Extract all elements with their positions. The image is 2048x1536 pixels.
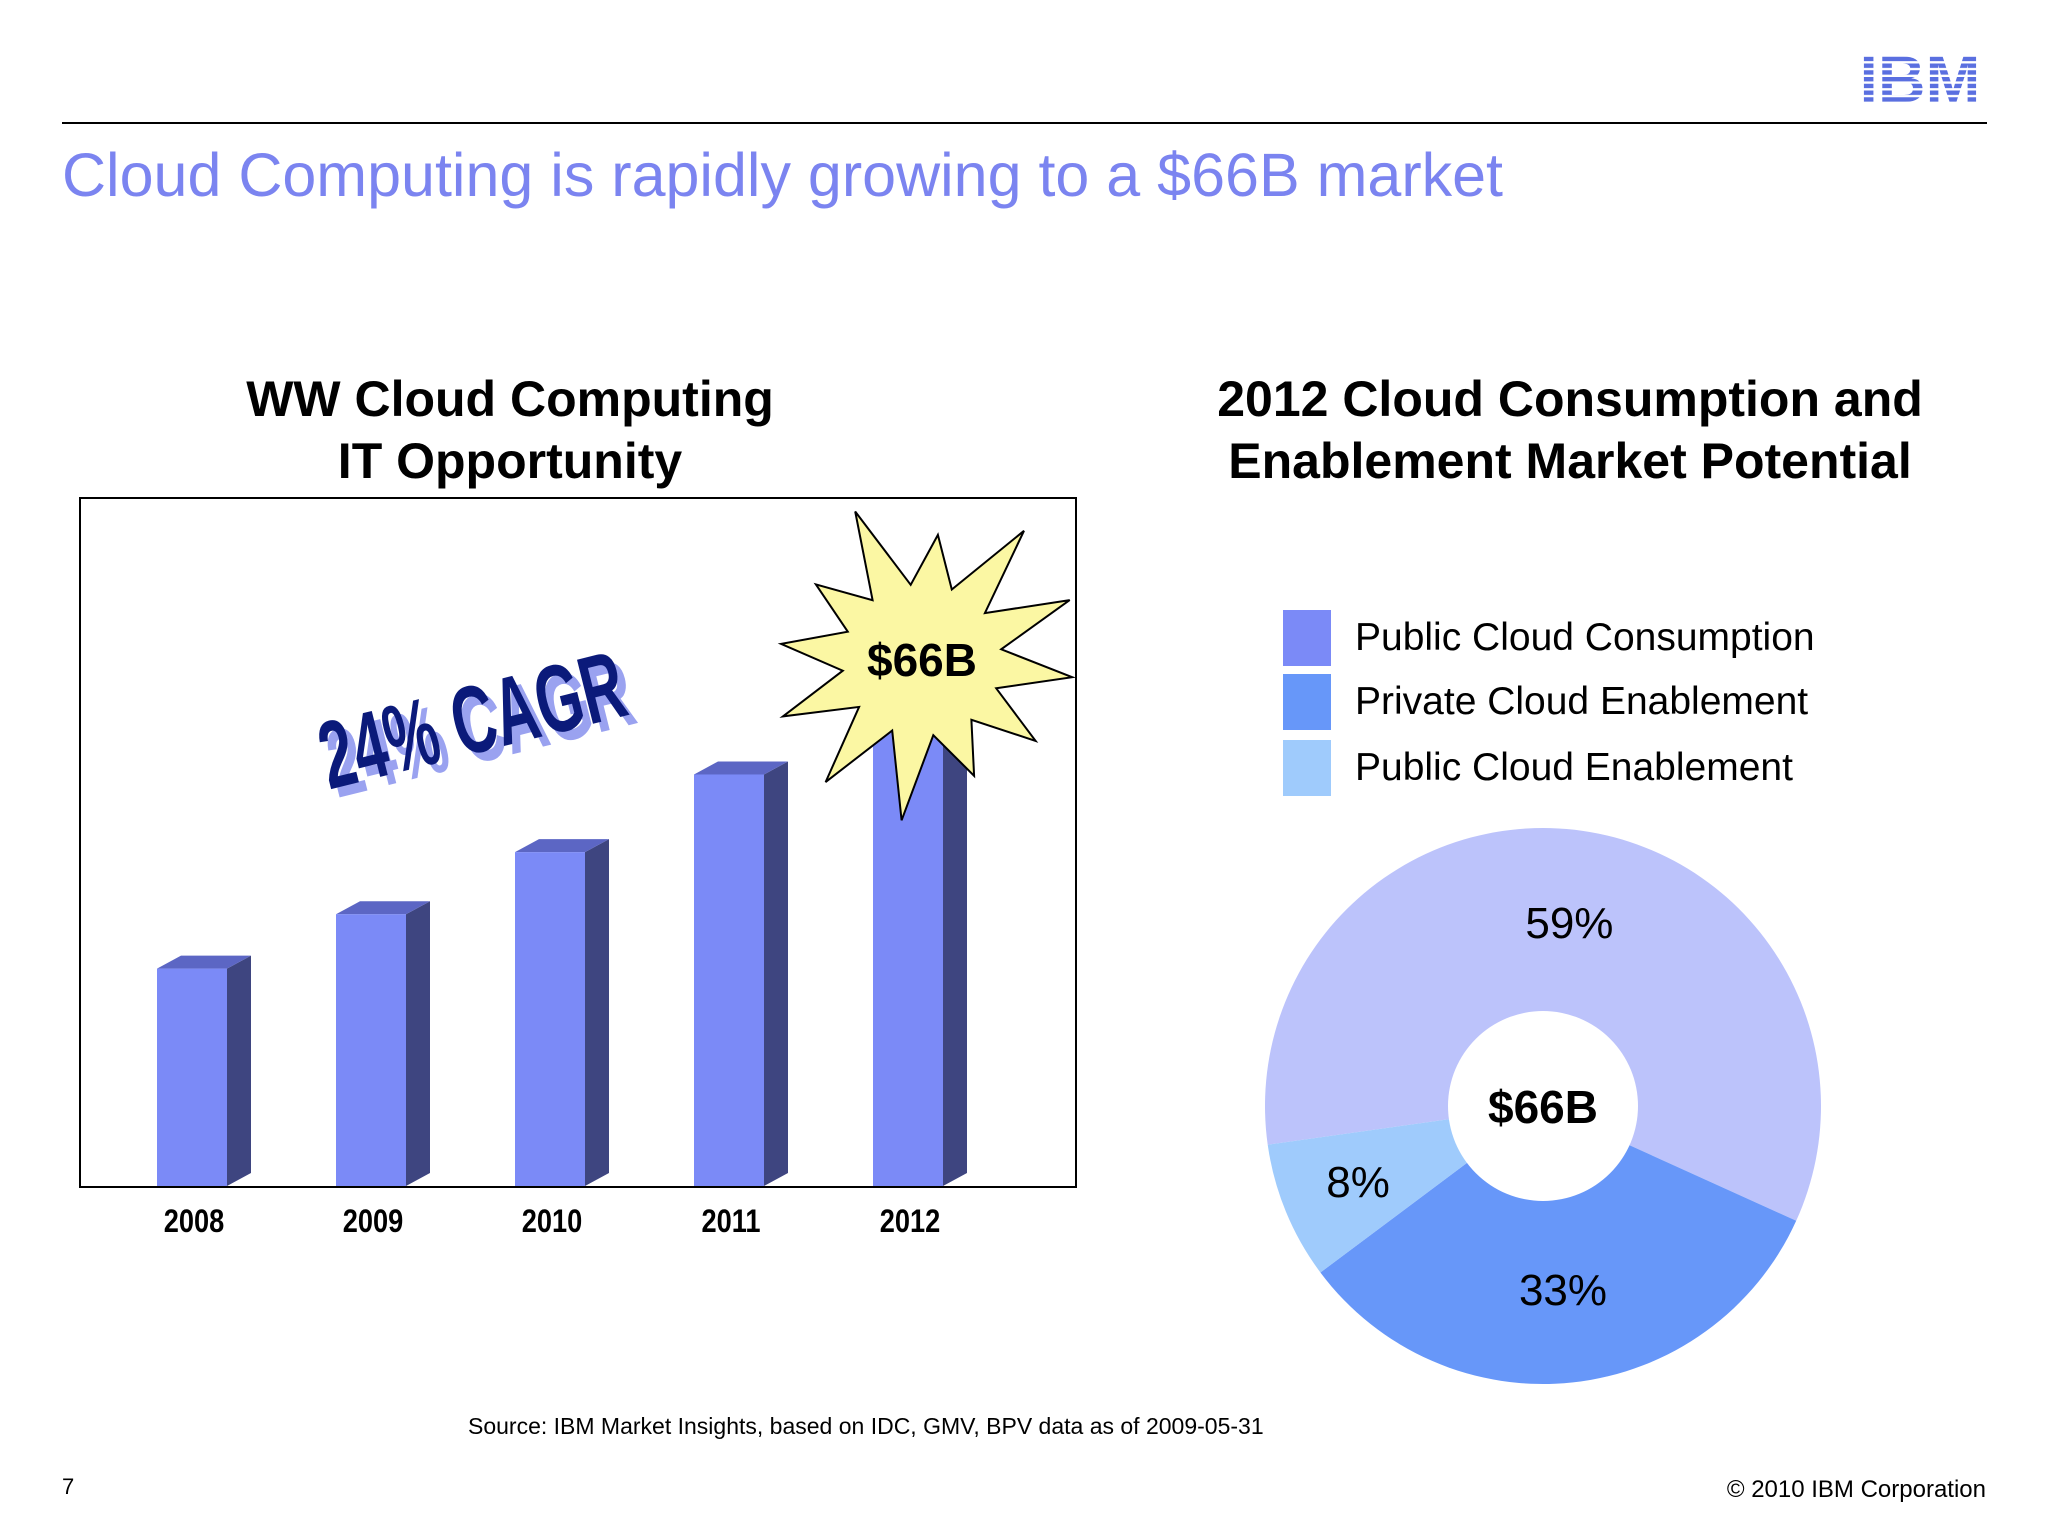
donut-slice [1320,1106,1797,1384]
x-tick-label: 2011 [702,1204,761,1240]
bar-front [515,852,585,1186]
callout-burst: $66B [777,510,1077,821]
legend-label: Public Cloud Enablement [1355,746,1793,789]
x-tick-label: 2012 [880,1204,940,1240]
page-number: 7 [62,1474,75,1499]
bar-top [873,660,967,674]
bar-2012 [873,660,967,1186]
cagr-text: 24% CAGR [308,630,636,809]
bar-2010 [515,839,609,1186]
donut-slice-label: 59% [1525,899,1613,948]
bar-top [157,955,251,969]
x-tick-label: 2010 [522,1204,582,1240]
legend-label: Private Cloud Enablement [1355,680,1809,723]
burst-shape [777,510,1077,821]
cagr-shadow: 24% CAGR [317,639,645,818]
bar-chart-title: WW Cloud Computing IT Opportunity [150,368,870,492]
x-tick-labels: 2008 2009 2010 2011 2012 [164,1204,940,1240]
ibm-logo: IBM [1860,50,1981,104]
slide-title: Cloud Computing is rapidly growing to a … [62,141,1504,209]
bar-2009 [336,901,430,1186]
legend-label: Public Cloud Consumption [1355,616,1815,659]
donut-slice-labels: 59% 33% 8% [1326,899,1613,1315]
source-note: Source: IBM Market Insights, based on ID… [468,1413,1264,1439]
bar-front [157,968,227,1186]
donut-slice-label: 8% [1326,1158,1390,1207]
ibm-logo-text: IBM [1860,50,1981,104]
pie-chart-title-line-1: 2012 Cloud Consumption and [1217,371,1923,427]
legend-swatch [1283,740,1331,796]
donut-slice [1264,828,1821,1221]
bar-side [227,955,251,1186]
copyright: © 2010 IBM Corporation [1726,1476,1986,1503]
pie-chart-title: 2012 Cloud Consumption and Enablement Ma… [1150,368,1990,492]
donut-hole [1448,1011,1638,1201]
header-rule [62,122,1987,124]
bar-top [694,761,788,775]
bar-front [336,914,406,1186]
bar-top [336,901,430,915]
bar-side [406,901,430,1186]
x-tick-label: 2009 [343,1204,403,1240]
donut-center-label: $66B [1488,1081,1598,1133]
bar-front [873,673,943,1186]
donut-slices [1264,828,1821,1384]
burst-label: $66B [867,634,977,686]
bar-front [694,774,764,1186]
legend-swatch [1283,674,1331,730]
bar-top [515,839,609,853]
bar-chart-frame [79,497,1077,1188]
bars-group [157,660,967,1186]
bar-side [585,839,609,1186]
bar-chart-title-line-2: IT Opportunity [337,433,683,489]
donut-slice [1267,1106,1543,1273]
donut-slice-label: 33% [1519,1266,1607,1315]
pie-chart-title-line-2: Enablement Market Potential [1228,433,1912,489]
bar-side [943,660,967,1186]
cagr-annotation: 24% CAGR 24% CAGR [308,630,645,818]
legend-swatch [1283,610,1331,666]
bar-2008 [157,955,251,1186]
bar-2011 [694,761,788,1186]
bar-chart-title-line-1: WW Cloud Computing [246,371,774,427]
bar-side [764,761,788,1186]
x-tick-label: 2008 [164,1204,224,1240]
